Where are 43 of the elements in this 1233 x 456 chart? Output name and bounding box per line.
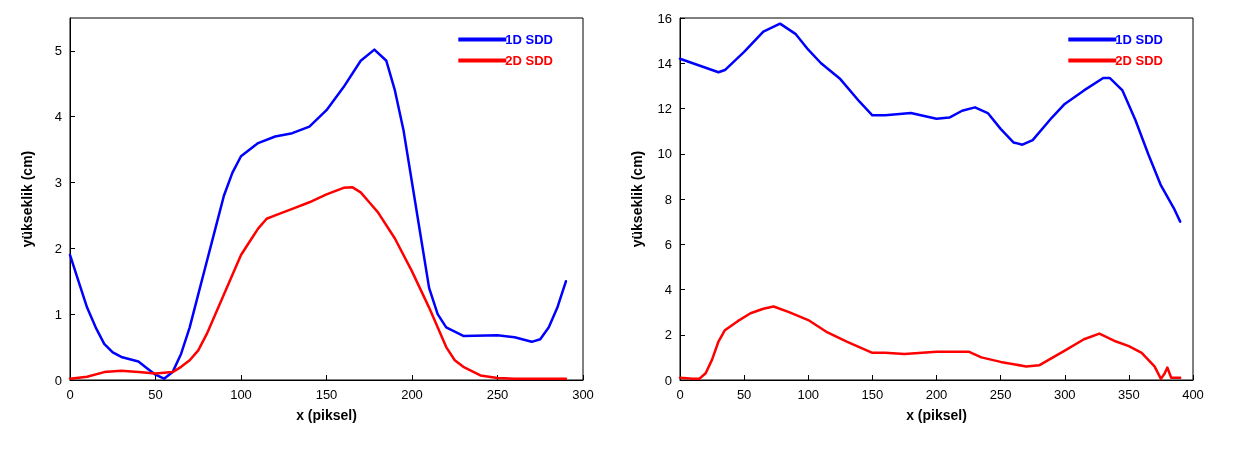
y-tick-label: 1 — [54, 306, 62, 322]
y-tick-label: 2 — [54, 240, 62, 256]
x-axis-title: x (piksel) — [906, 407, 967, 423]
x-tick-label: 50 — [148, 387, 163, 402]
y-axis-title: yükseklik (cm) — [629, 150, 645, 248]
y-tick-label: 4 — [54, 109, 62, 125]
y-tick-label: 8 — [664, 191, 672, 207]
y-tick-label: 4 — [664, 282, 672, 297]
line-series — [68, 48, 568, 380]
x-tick-label: 350 — [1118, 387, 1140, 402]
y-tick-label: 14 — [657, 55, 672, 71]
legend-label: 1D SDD — [1115, 32, 1164, 47]
x-tick-label: 300 — [1053, 387, 1076, 402]
y-tick-label: 6 — [664, 236, 672, 252]
legend-label: 1D SDD — [505, 32, 554, 47]
legend-label: 2D SDD — [1115, 53, 1164, 68]
y-tick-label: 16 — [657, 10, 672, 26]
x-tick-label: 200 — [925, 387, 948, 402]
line-series — [678, 22, 1182, 223]
line-series — [68, 185, 568, 380]
x-tick-label: 100 — [797, 387, 820, 402]
y-tick-label: 5 — [54, 43, 62, 59]
y-tick-label: 0 — [664, 372, 672, 388]
x-tick-label: 250 — [989, 387, 1012, 402]
x-tick-label: 400 — [1182, 387, 1204, 402]
y-axis-title: yükseklik (cm) — [19, 150, 35, 248]
x-tick-label: 50 — [736, 387, 752, 402]
x-tick-label: 0 — [676, 387, 684, 402]
x-tick-label: 0 — [66, 387, 74, 402]
x-tick-label: 300 — [572, 387, 594, 402]
legend-label: 2D SDD — [505, 53, 554, 68]
y-tick-label: 3 — [54, 175, 62, 191]
y-tick-label: 2 — [664, 327, 672, 343]
x-tick-label: 100 — [230, 387, 252, 402]
line-series — [678, 305, 1182, 381]
y-tick-label: 10 — [657, 146, 672, 162]
x-axis-title: x (piksel) — [296, 407, 357, 423]
x-tick-label: 200 — [401, 387, 423, 402]
x-tick-label: 250 — [486, 387, 509, 402]
x-tick-label: 150 — [315, 387, 338, 402]
y-tick-label: 0 — [54, 372, 62, 388]
x-tick-label: 150 — [861, 387, 884, 402]
y-tick-label: 12 — [657, 101, 672, 116]
